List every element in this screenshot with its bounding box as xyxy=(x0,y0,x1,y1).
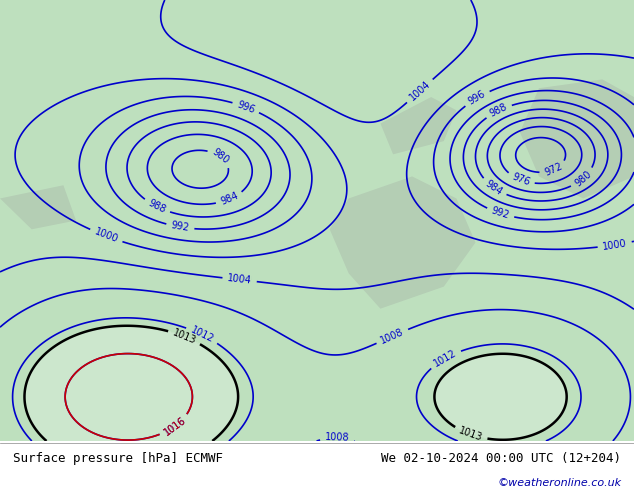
Text: 988: 988 xyxy=(146,198,167,215)
Text: Surface pressure [hPa] ECMWF: Surface pressure [hPa] ECMWF xyxy=(13,452,223,465)
Text: 996: 996 xyxy=(236,99,256,115)
Text: 1013: 1013 xyxy=(171,327,198,346)
Polygon shape xyxy=(0,0,634,441)
Text: We 02-10-2024 00:00 UTC (12+204): We 02-10-2024 00:00 UTC (12+204) xyxy=(381,452,621,465)
Text: 984: 984 xyxy=(484,178,505,197)
Text: 1012: 1012 xyxy=(189,325,216,345)
Text: 984: 984 xyxy=(219,191,240,207)
Text: 1008: 1008 xyxy=(325,433,349,443)
Text: 1013: 1013 xyxy=(458,426,484,443)
Text: 988: 988 xyxy=(488,102,509,119)
Text: 996: 996 xyxy=(467,89,488,107)
Text: 980: 980 xyxy=(573,169,593,188)
Text: 976: 976 xyxy=(510,172,531,188)
Text: 1016: 1016 xyxy=(162,415,188,438)
Polygon shape xyxy=(380,97,456,154)
Text: 1004: 1004 xyxy=(227,273,252,286)
Text: 1000: 1000 xyxy=(602,238,628,252)
Text: 1000: 1000 xyxy=(93,227,119,245)
Polygon shape xyxy=(0,185,76,229)
Polygon shape xyxy=(330,176,476,309)
Text: 1012: 1012 xyxy=(432,348,458,369)
Polygon shape xyxy=(520,79,634,198)
Text: ©weatheronline.co.uk: ©weatheronline.co.uk xyxy=(497,478,621,488)
Text: 1016: 1016 xyxy=(162,415,188,438)
Text: 1008: 1008 xyxy=(379,327,406,346)
Text: 992: 992 xyxy=(490,206,511,221)
Text: 980: 980 xyxy=(210,147,231,166)
Text: 972: 972 xyxy=(543,161,564,178)
Text: 1004: 1004 xyxy=(408,79,432,103)
Text: 992: 992 xyxy=(171,220,190,233)
